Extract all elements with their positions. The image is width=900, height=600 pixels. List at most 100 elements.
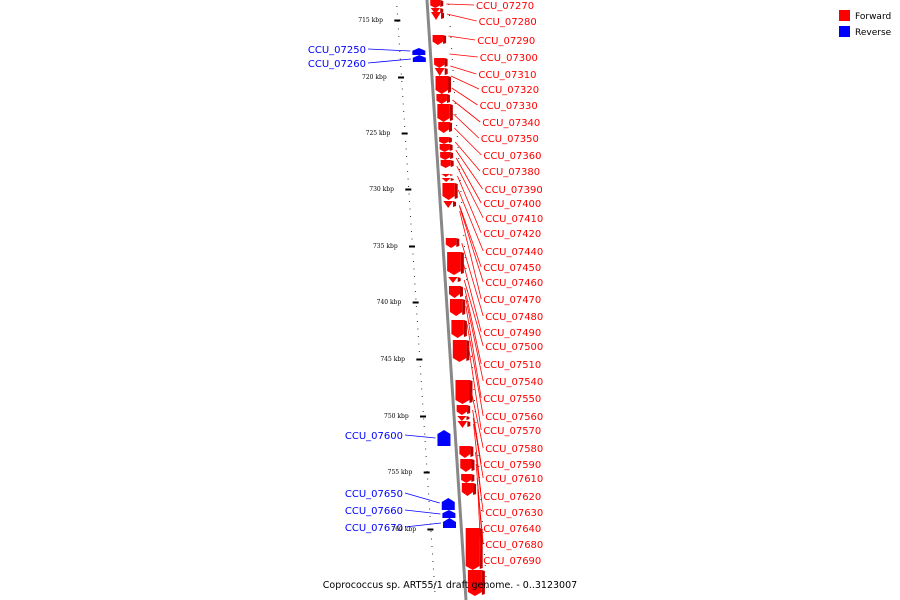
ruler-dot — [410, 216, 412, 217]
forward-gene-label: CCU_07310 — [478, 70, 536, 81]
reverse-gene-block — [412, 48, 426, 55]
forward-leader-line — [458, 204, 482, 268]
forward-leader-line — [461, 242, 484, 317]
ruler-dot — [484, 554, 486, 555]
ruler-dot — [466, 279, 468, 280]
forward-gene-label: CCU_07610 — [485, 474, 543, 485]
label-leader-lines — [367, 3, 484, 561]
forward-gene-block — [434, 58, 445, 68]
ruler-dot — [467, 301, 469, 302]
ruler-dot — [402, 103, 404, 105]
ruler-dot — [421, 396, 423, 397]
ruler-dot — [412, 261, 414, 262]
ruler-dot — [463, 246, 465, 247]
ruler-dot — [423, 426, 425, 427]
ruler-dot — [464, 257, 466, 258]
ruler-dot — [417, 336, 419, 337]
forward-gene-shade — [466, 416, 470, 420]
forward-gene-shade — [459, 286, 463, 297]
forward-gene-block — [448, 277, 458, 283]
forward-leader-line — [468, 345, 482, 431]
ruler-dot — [468, 323, 470, 324]
ruler-dot — [485, 576, 487, 577]
forward-gene-label: CCU_07490 — [483, 328, 541, 339]
ruler-dot — [411, 231, 413, 232]
ruler-dot — [416, 313, 418, 315]
ruler-dot — [402, 96, 404, 97]
ruler-dot — [408, 193, 410, 195]
scale-label: 725 kbp — [366, 130, 391, 137]
forward-gene-label: CCU_07400 — [483, 199, 541, 210]
forward-gene-label: CCU_07270 — [476, 1, 534, 12]
ruler-dot — [413, 268, 415, 270]
forward-gene-label: CCU_07380 — [482, 167, 540, 178]
reverse-gene-block — [442, 510, 456, 518]
reverse-leader-line — [404, 522, 442, 528]
forward-leader-line — [474, 451, 484, 513]
ruler-dot — [396, 13, 398, 15]
ruler-dot — [406, 163, 408, 165]
forward-gene-label: CCU_07420 — [483, 229, 541, 240]
forward-gene-label: CCU_07300 — [480, 53, 538, 64]
forward-gene-shade — [450, 178, 454, 181]
ruler-dot — [399, 58, 401, 60]
ruler-dot — [414, 283, 416, 285]
forward-leader-line — [459, 205, 484, 283]
reverse-gene-label: CCU_07670 — [345, 523, 403, 534]
ruler-dot — [456, 125, 458, 126]
reverse-gene-block — [437, 430, 451, 446]
ruler-dot — [451, 59, 453, 60]
ruler-dot — [448, 4, 450, 5]
forward-gene-shade — [446, 94, 450, 103]
ruler-dot — [421, 388, 423, 390]
forward-gene-block — [467, 570, 482, 596]
forward-leader-line — [446, 3, 475, 6]
legend-label-reverse: Reverse — [855, 28, 892, 38]
forward-gene-block — [441, 178, 451, 182]
ruler-dot — [418, 343, 420, 345]
ruler-dot — [396, 6, 398, 7]
ruler-dot — [406, 156, 408, 157]
forward-gene-label: CCU_07470 — [483, 295, 541, 306]
ruler-dot — [400, 66, 402, 67]
forward-gene-block — [430, 0, 441, 8]
forward-gene-label: CCU_07440 — [485, 247, 543, 258]
ruler-dot — [431, 538, 433, 540]
scale-tick — [401, 132, 408, 135]
scale-labels: 715 kbp 720 kbp 725 kbp 730 kbp 735 kbp 740 k… — [358, 17, 434, 533]
ruler-dot — [399, 51, 401, 52]
forward-gene-label: CCU_07290 — [477, 36, 535, 47]
ruler-dot — [431, 553, 433, 555]
scale-tick — [420, 415, 427, 418]
ruler-dot — [398, 36, 400, 37]
forward-gene-block — [451, 320, 464, 338]
forward-gene-label: CCU_07550 — [483, 394, 541, 405]
forward-gene-label: CCU_07620 — [483, 492, 541, 503]
forward-gene-shade — [457, 277, 461, 282]
reverse-gene-block — [442, 518, 456, 528]
ruler-dot — [433, 576, 435, 577]
forward-gene-block — [455, 380, 470, 404]
ruler-dot — [403, 111, 405, 112]
ruler-dot — [415, 306, 417, 307]
forward-leader-line — [477, 488, 482, 561]
ruler-dot — [427, 486, 429, 487]
ruler-dot — [452, 70, 454, 71]
reverse-gene-label: CCU_07260 — [308, 59, 366, 70]
forward-gene-block — [448, 286, 460, 298]
forward-leader-line — [463, 279, 484, 347]
forward-gene-shade — [449, 104, 453, 121]
scale-label: 720 kbp — [362, 74, 387, 81]
forward-gene-block — [457, 416, 467, 421]
legend-swatch-reverse — [839, 26, 850, 37]
ruler-dot — [420, 381, 422, 382]
ruler-dot — [398, 43, 400, 45]
forward-gene-block — [437, 104, 450, 122]
forward-gene-block — [460, 459, 472, 472]
ruler-dot — [451, 48, 453, 49]
scale-tick — [427, 528, 434, 531]
ruler-dot — [429, 516, 431, 517]
forward-gene-shade — [463, 320, 467, 337]
ruler-dot — [469, 334, 471, 335]
ruler-dot — [407, 178, 409, 180]
